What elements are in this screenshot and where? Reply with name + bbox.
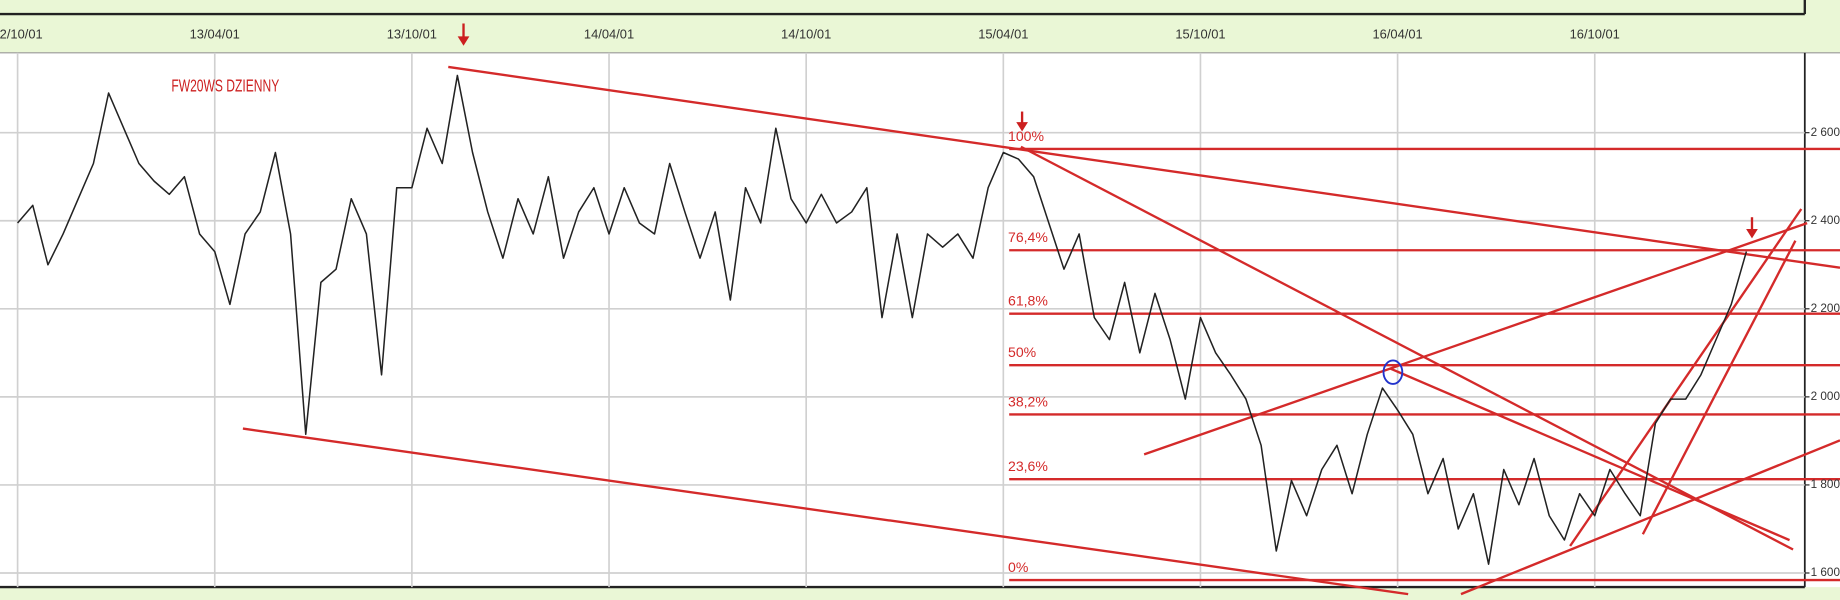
fib-label: 76,4%: [1008, 229, 1048, 245]
fib-label: 23,6%: [1008, 458, 1048, 474]
fib-label: 50%: [1008, 344, 1037, 360]
chart-title: FW20WS DZIENNY: [171, 76, 279, 96]
y-tick-label: 1 600: [1811, 566, 1840, 579]
trend-line: [1020, 145, 1794, 551]
trend-line: [1143, 221, 1808, 456]
y-tick-label: 2 000: [1811, 390, 1840, 403]
y-tick-label: 2 200: [1811, 302, 1840, 315]
trend-lines: [242, 65, 1840, 596]
arrow: [457, 36, 470, 46]
trend-line: [1569, 208, 1803, 547]
fib-label: 100%: [1008, 128, 1044, 144]
x-tick-label: 12/10/01: [0, 27, 43, 42]
arrow: [1016, 122, 1028, 132]
highlight-circle: [1382, 359, 1404, 385]
x-tick-label: 16/10/01: [1570, 27, 1620, 42]
plot-area: [0, 52, 1840, 588]
x-tick-label: 14/10/01: [781, 27, 831, 42]
trend-line: [1641, 240, 1797, 535]
x-tick-label: 14/04/01: [584, 27, 634, 42]
trend-line: [1390, 367, 1791, 542]
x-tick-label: 13/10/01: [387, 27, 437, 42]
x-tick-label: 16/04/01: [1372, 27, 1422, 42]
trend-line: [242, 427, 1409, 596]
series: [17, 74, 1748, 565]
fib-label: 38,2%: [1008, 393, 1048, 409]
x-tick-label: 15/10/01: [1175, 27, 1225, 42]
x-tick-label: 15/04/01: [978, 27, 1028, 42]
y-tick-label: 2 400: [1811, 214, 1840, 227]
fib-label: 61,8%: [1008, 293, 1048, 309]
y-tick-label: 1 800: [1811, 478, 1840, 491]
price-line: [17, 74, 1748, 565]
markers: [457, 23, 1758, 385]
arrow: [1746, 228, 1758, 239]
y-tick-label: 2 600: [1811, 126, 1840, 139]
trend-line: [1460, 439, 1840, 596]
fib-label: 0%: [1008, 559, 1029, 575]
x-tick-label: 13/04/01: [190, 27, 240, 42]
trend-line: [448, 65, 1840, 269]
